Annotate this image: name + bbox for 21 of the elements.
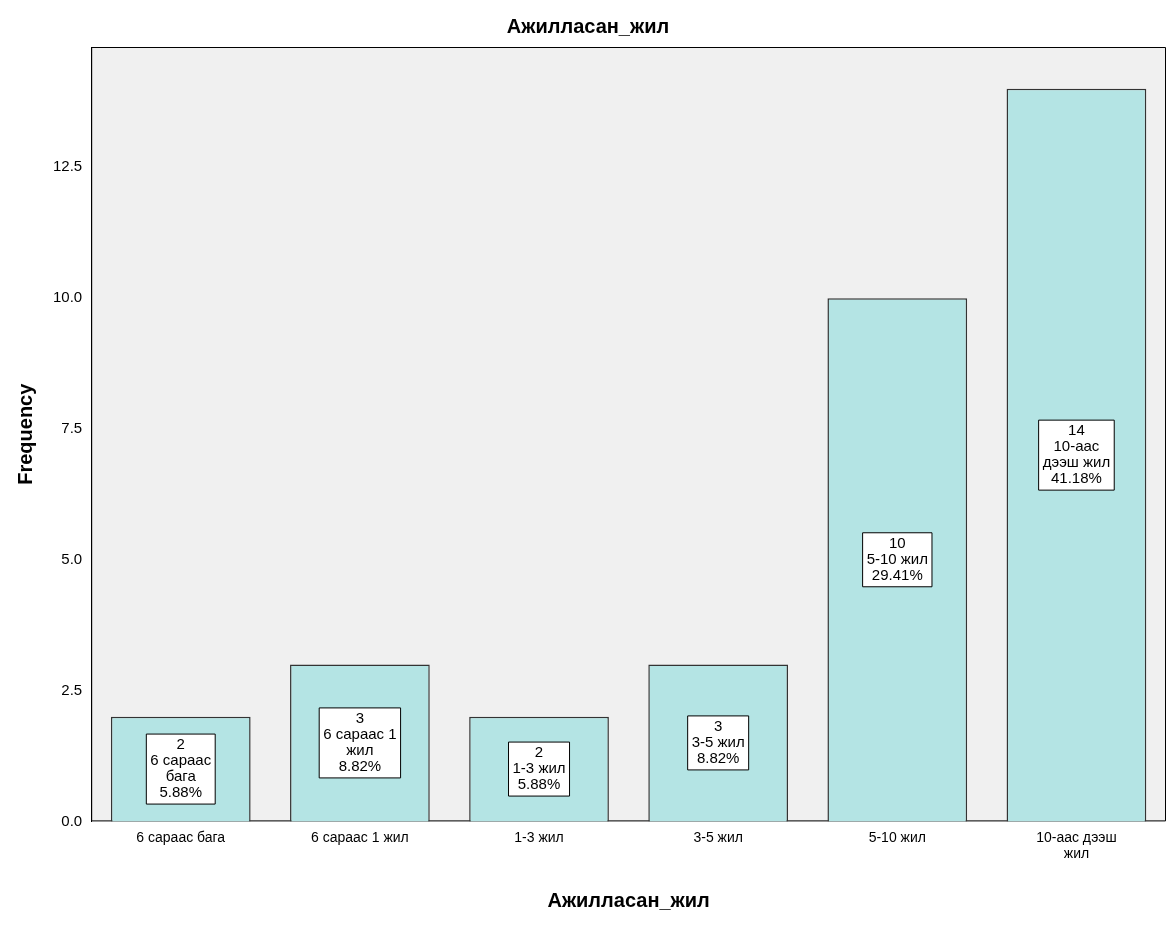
y-axis-title: Frequency (13, 382, 36, 485)
x-tick-label: 6 сараас 1 жил (311, 828, 409, 845)
chart-title: Ажилласан_жил (506, 14, 670, 37)
x-axis-title: Ажилласан_жил (547, 888, 710, 911)
x-tick-label: 10-аас дээш жил (1036, 828, 1117, 862)
data-label: 10 5-10 жил 29.41% (866, 533, 928, 583)
y-tick-label: 10.0 (52, 288, 83, 306)
data-label: 3 6 сараас 1 жил 8.82% (323, 709, 397, 775)
y-tick-label: 5.0 (61, 549, 83, 567)
data-label: 14 10-аас дээш жил 41.18% (1042, 421, 1111, 487)
y-tick-label: 2.5 (61, 680, 83, 698)
x-tick-label: 5-10 жил (868, 828, 926, 845)
y-tick-label: 0.0 (61, 811, 83, 829)
data-label: 3 3-5 жил 8.82% (691, 717, 745, 767)
data-label: 2 6 сараас бага 5.88% (150, 735, 212, 801)
x-tick-label: 1-3 жил (514, 828, 564, 845)
y-tick-label: 12.5 (52, 157, 83, 175)
x-tick-label: 3-5 жил (693, 828, 743, 845)
y-tick-label: 7.5 (61, 419, 83, 437)
data-label: 2 1-3 жил 5.88% (512, 743, 566, 793)
x-tick-label: 6 сараас бага (136, 828, 226, 845)
